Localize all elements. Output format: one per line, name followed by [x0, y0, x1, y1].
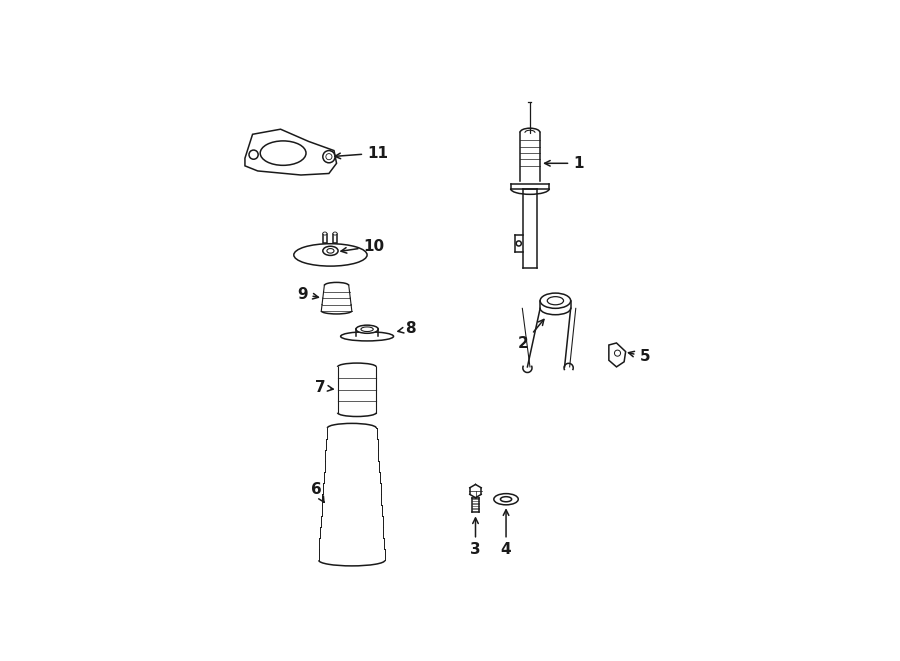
Ellipse shape — [260, 141, 306, 165]
Text: 5: 5 — [628, 349, 650, 364]
Polygon shape — [245, 129, 337, 175]
Ellipse shape — [340, 332, 393, 341]
Bar — [323, 233, 327, 243]
Text: 2: 2 — [518, 319, 544, 352]
Ellipse shape — [323, 232, 327, 235]
Text: 8: 8 — [398, 321, 416, 336]
Circle shape — [323, 151, 335, 163]
Text: 10: 10 — [341, 239, 384, 254]
Circle shape — [326, 153, 332, 160]
Ellipse shape — [500, 496, 511, 502]
Polygon shape — [609, 343, 626, 367]
Circle shape — [517, 241, 521, 246]
Ellipse shape — [293, 244, 367, 266]
Ellipse shape — [356, 325, 378, 333]
Ellipse shape — [323, 247, 338, 255]
Ellipse shape — [540, 293, 571, 308]
Text: 11: 11 — [335, 145, 388, 161]
Ellipse shape — [333, 232, 338, 235]
Circle shape — [249, 150, 258, 159]
Text: 1: 1 — [544, 156, 584, 171]
Text: 9: 9 — [297, 287, 319, 301]
Ellipse shape — [494, 494, 518, 505]
Bar — [333, 233, 338, 243]
Ellipse shape — [361, 327, 374, 332]
Text: 6: 6 — [310, 482, 324, 502]
Ellipse shape — [615, 350, 621, 356]
Text: 3: 3 — [470, 518, 481, 557]
Text: 4: 4 — [500, 510, 511, 557]
Ellipse shape — [327, 249, 334, 253]
Ellipse shape — [547, 297, 563, 305]
Text: 7: 7 — [315, 380, 333, 395]
